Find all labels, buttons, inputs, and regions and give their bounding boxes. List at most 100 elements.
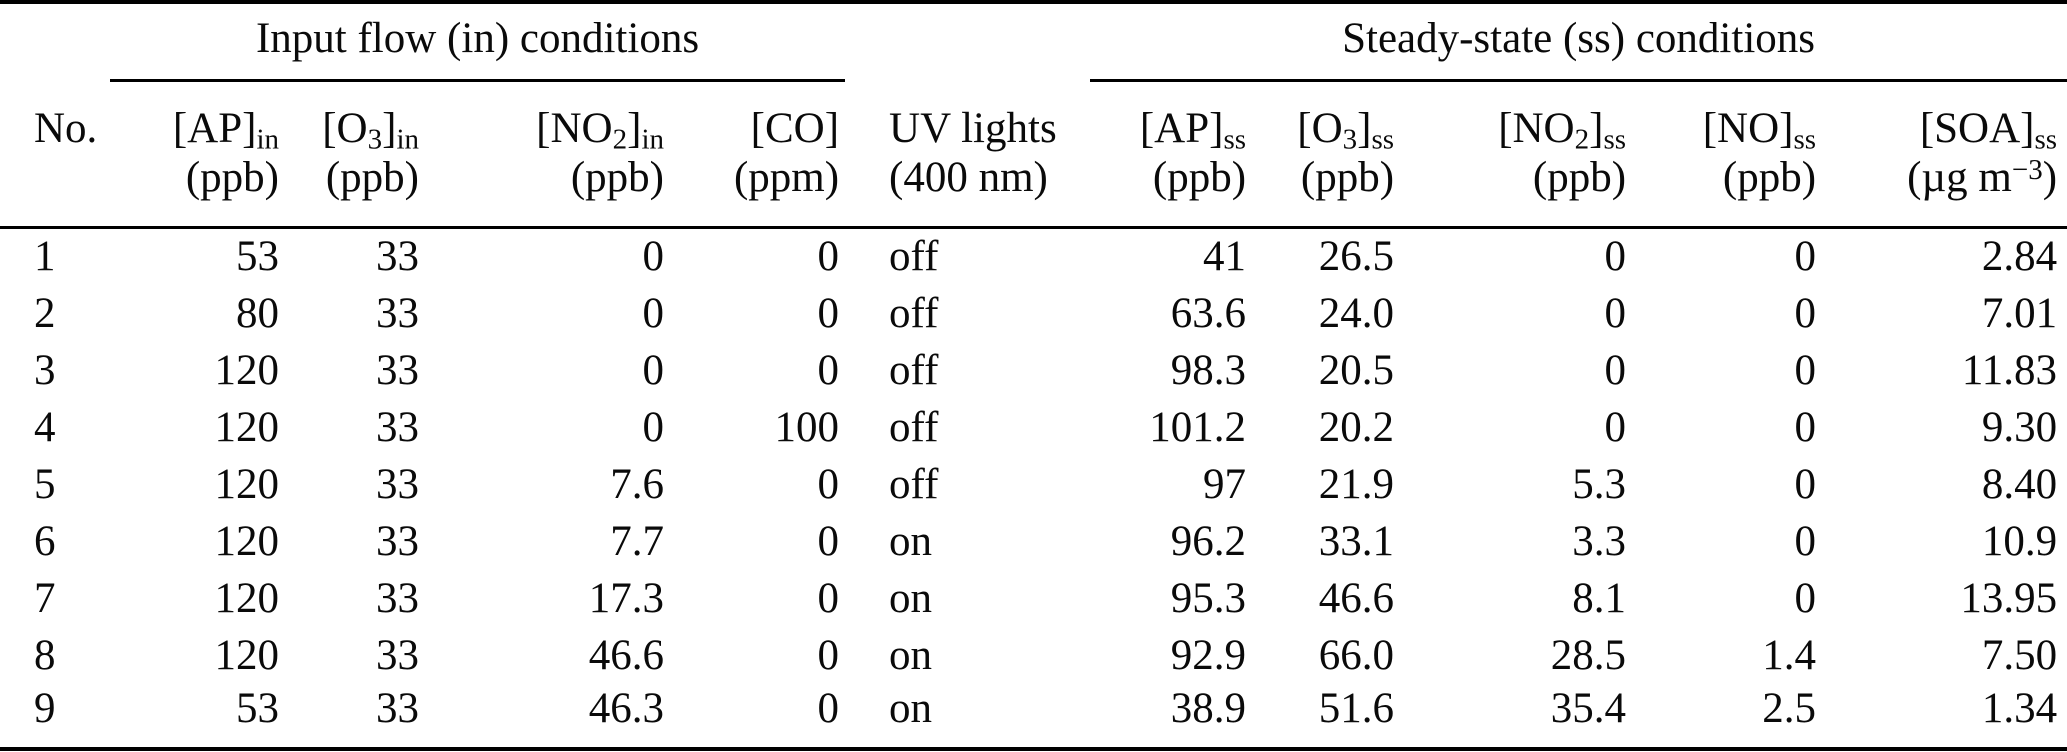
cell-no2-ss: 0 (1604, 233, 1627, 281)
table-row-7: 7 120 33 17.3 0 on 95.3 46.6 8.1 0 13.95 (0, 570, 2067, 627)
col-unit-uv-lights: (400 nm) (845, 152, 1091, 230)
cell-ap-in: 120 (214, 631, 280, 679)
cell-ap-ss: 98.3 (1170, 346, 1247, 394)
cell-ap-in: 53 (236, 233, 279, 281)
cell-o3-ss: 21.9 (1318, 460, 1395, 508)
cell-o3-ss: 66.0 (1318, 631, 1395, 679)
cell-no: 6 (34, 517, 56, 565)
text-part: ] (1357, 104, 1372, 152)
cell-soa-ss: 9.30 (1981, 403, 2058, 451)
col-name-ap-in: [AP]in (110, 81, 285, 154)
cell-no: 2 (34, 289, 56, 337)
text-part: (ppm) (733, 153, 840, 201)
cell-ap-in: 120 (214, 403, 280, 451)
text-part: [AP] (1139, 104, 1224, 152)
text-part: [O (322, 104, 368, 152)
col-unit-o3-in: (ppb) (285, 152, 425, 230)
cell-ap-ss: 63.6 (1170, 289, 1247, 337)
cell-soa-ss: 2.84 (1981, 233, 2058, 281)
col-name-no-ss: [NO]ss (1632, 81, 1822, 154)
cell-soa-ss: 10.9 (1981, 517, 2058, 565)
text-part: UV lights (889, 104, 1057, 152)
cell-no: 1 (34, 233, 56, 281)
col-name-no2-in: [NO2]in (425, 81, 670, 155)
cell-no2-in: 0 (642, 233, 665, 281)
table-row-8: 8 120 33 46.6 0 on 92.9 66.0 28.5 1.4 7.50 (0, 627, 2067, 684)
cell-o3-in: 33 (376, 233, 419, 281)
cell-no-ss: 0 (1794, 517, 1817, 565)
cell-soa-ss: 11.83 (1961, 346, 2058, 394)
table-row-3: 3 120 33 0 0 off 98.3 20.5 0 0 11.83 (0, 342, 2067, 399)
cell-no-ss: 0 (1794, 346, 1817, 394)
cell-no: 7 (34, 574, 56, 622)
cell-co: 0 (817, 233, 840, 281)
cell-no2-in: 46.3 (588, 684, 664, 732)
text-part: ] (1589, 104, 1604, 152)
cell-no2-ss: 35.4 (1550, 684, 1627, 732)
cell-soa-ss: 13.95 (1960, 574, 2058, 622)
col-name-no2-ss: [NO2]ss (1400, 81, 1632, 154)
text-part: [NO (1498, 104, 1575, 152)
cell-o3-in: 33 (376, 631, 419, 679)
cell-ap-in: 120 (214, 346, 280, 394)
cell-no2-ss: 28.5 (1550, 631, 1627, 679)
cell-o3-in: 33 (376, 517, 419, 565)
cell-ap-ss: 38.9 (1170, 684, 1247, 732)
text-part: ) (2042, 153, 2058, 201)
cell-uv-lights: off (889, 289, 939, 337)
cell-ap-ss: 92.9 (1170, 631, 1247, 679)
table-header: Input flow (in) conditions Steady-state (… (0, 2, 2067, 230)
cell-co: 0 (817, 460, 840, 508)
cell-no2-ss: 8.1 (1572, 574, 1627, 622)
cell-uv-lights: off (889, 460, 939, 508)
col-unit-soa-ss: (µg m−3) (1822, 152, 2067, 230)
cell-co: 0 (817, 574, 840, 622)
table-body: 1 53 33 0 0 off 41 26.5 0 0 2.84 2 80 33 0 0 off 63.6 24.0… (0, 228, 2067, 749)
col-unit-no2-in: (ppb) (425, 152, 670, 230)
text-part: (ppb) (1300, 153, 1395, 201)
cell-no2-ss: 3.3 (1572, 517, 1627, 565)
cell-no2-in: 0 (642, 403, 665, 451)
subscript: 2 (612, 122, 628, 155)
text-part: [O (1297, 104, 1343, 152)
cell-uv-lights: off (889, 346, 939, 394)
cell-uv-lights: off (889, 403, 939, 451)
cell-no: 5 (34, 460, 56, 508)
text-part: [SOA] (1919, 104, 2035, 152)
cell-no-ss: 0 (1794, 233, 1817, 281)
col-name-soa-ss: [SOA]ss (1822, 81, 2067, 155)
cell-uv-lights: on (889, 631, 933, 679)
cell-no2-ss: 0 (1604, 289, 1627, 337)
subscript: in (396, 122, 419, 155)
col-unit-co: (ppm) (670, 152, 846, 230)
subscript: ss (2034, 122, 2058, 155)
cell-no-ss: 1.4 (1762, 631, 1817, 679)
subscript: 3 (367, 122, 383, 155)
cell-no2-ss: 0 (1604, 403, 1627, 451)
cell-no-ss: 0 (1794, 460, 1817, 508)
group-header-steady: Steady-state (ss) conditions (1090, 2, 2067, 83)
cell-ap-in: 120 (214, 574, 280, 622)
col-unit-ap-ss: (ppb) (1090, 152, 1253, 230)
cell-soa-ss: 8.40 (1981, 460, 2058, 508)
cell-no2-in: 46.6 (588, 631, 664, 679)
text-part: (ppb) (1532, 153, 1627, 201)
table-row-1: 1 53 33 0 0 off 41 26.5 0 0 2.84 (0, 228, 2067, 285)
cell-no2-in: 17.3 (588, 574, 664, 622)
text-part: (ppb) (325, 153, 419, 201)
group-header-spacer (0, 2, 110, 81)
superscript: −3 (2011, 153, 2043, 186)
cell-uv-lights: on (889, 574, 933, 622)
cell-soa-ss: 7.50 (1981, 631, 2058, 679)
col-unit-o3-ss: (ppb) (1252, 152, 1401, 230)
subscript: 3 (1342, 122, 1358, 155)
col-name-o3-ss: [O3]ss (1252, 81, 1400, 155)
cell-co: 0 (817, 517, 840, 565)
cell-o3-ss: 51.6 (1318, 684, 1395, 732)
col-unit-ap-in: (ppb) (110, 152, 285, 230)
text-part: (ppb) (1152, 153, 1247, 201)
cell-co: 100 (774, 403, 840, 451)
text-part: No. (34, 104, 98, 152)
cell-ap-in: 120 (214, 460, 280, 508)
